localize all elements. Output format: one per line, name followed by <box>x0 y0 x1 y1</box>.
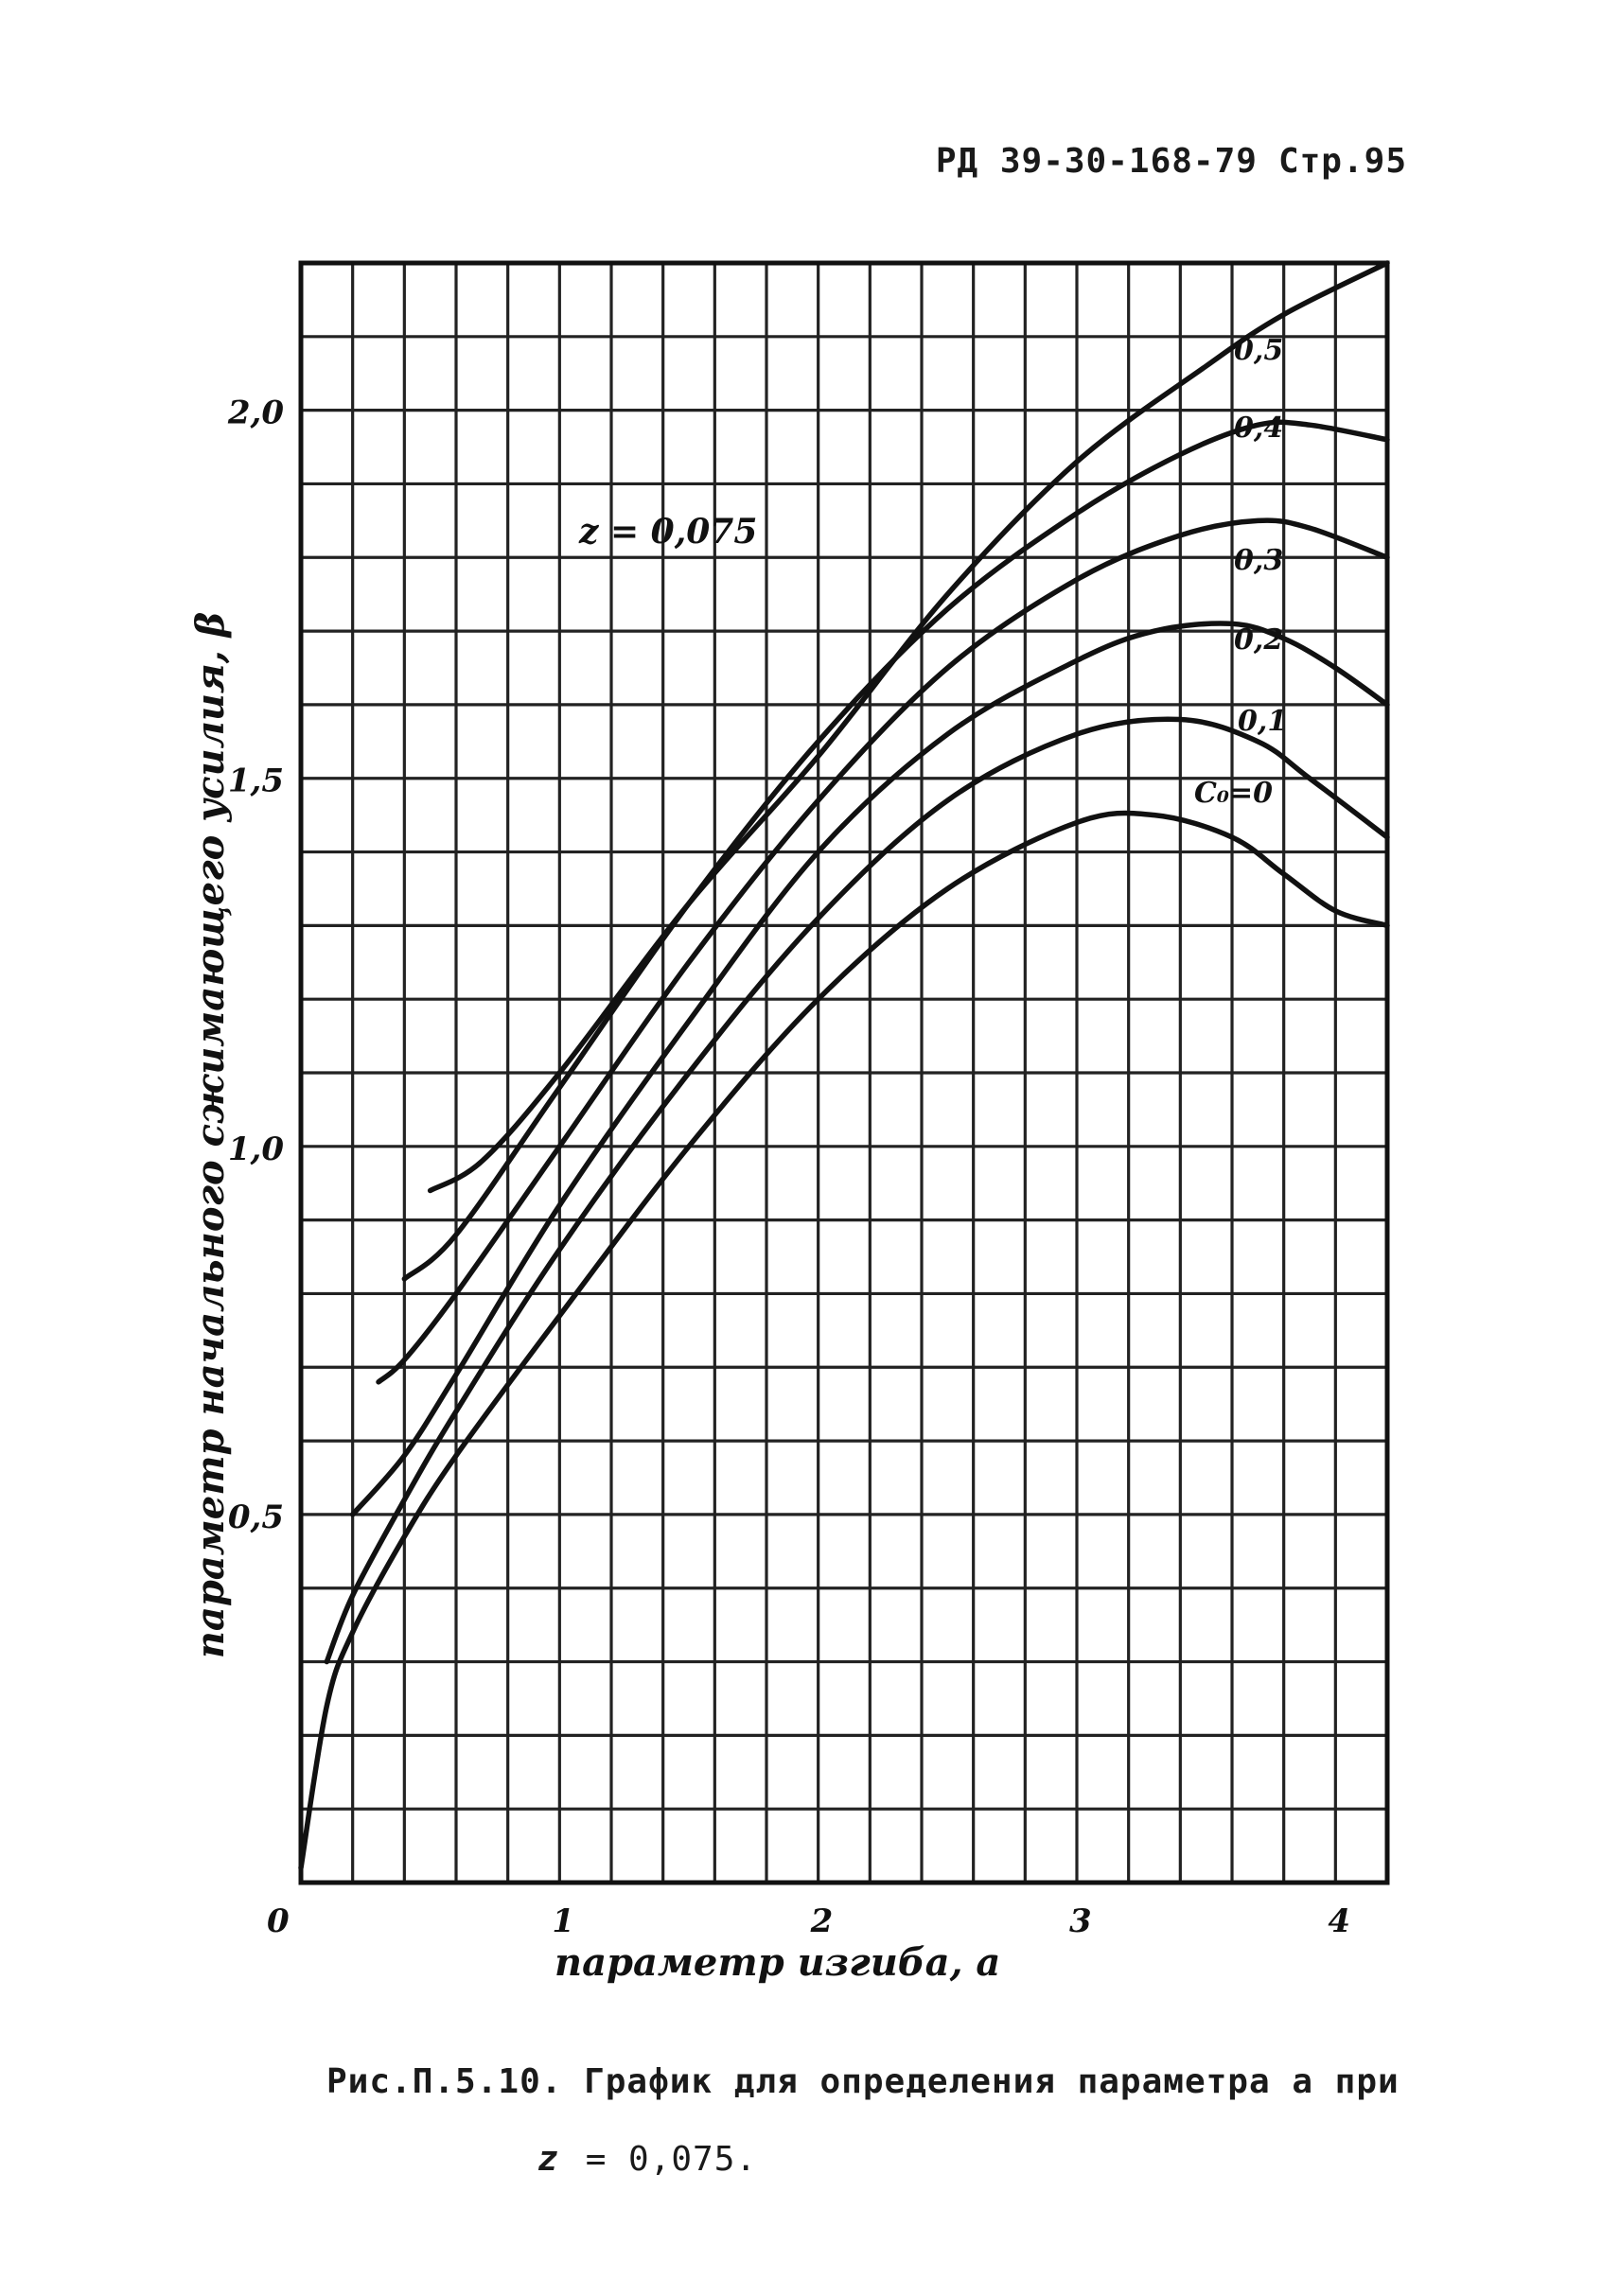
caption-value: = 0,075. <box>585 2140 758 2179</box>
chart-labels: 0 1 2 3 4 0,5 1,0 1,5 2,0 параметр изгиба, a парам… <box>188 334 1350 1985</box>
x-tick-label: 4 <box>1328 1902 1350 1940</box>
x-tick-label: 3 <box>1069 1902 1092 1940</box>
y-tick-label: 1,0 <box>228 1130 284 1168</box>
doc-code: РД 39-30-168-79 <box>935 142 1258 181</box>
y-tick-label: 1,5 <box>228 762 284 800</box>
series-line <box>427 260 1390 1194</box>
figure-caption: Рис.П.5.10. График для определения парам… <box>326 2062 1400 2101</box>
series-line <box>324 716 1390 1665</box>
plot-frame <box>298 260 1390 1885</box>
series-label: C₀=0 <box>1194 777 1273 810</box>
chart-series <box>298 260 1390 1871</box>
x-tick-label: 0 <box>267 1902 290 1940</box>
chart-grid <box>301 263 1387 1883</box>
page-header: РД 39-30-168-79 Стр.95 <box>936 142 1407 181</box>
series-label: 0,3 <box>1234 544 1283 577</box>
y-tick-label: 2,0 <box>227 394 284 432</box>
x-tick-label: 1 <box>552 1902 574 1940</box>
x-tick-label: 2 <box>810 1902 834 1940</box>
page-number: Стр.95 <box>1277 142 1407 181</box>
y-tick-label: 0,5 <box>228 1499 284 1536</box>
series-label: 0,4 <box>1234 412 1283 445</box>
caption-var: z <box>537 2140 559 2179</box>
figure-caption-line2: z = 0,075. <box>537 2140 757 2179</box>
chart-axes <box>298 260 1390 1885</box>
x-axis-label: параметр изгиба, a <box>555 1940 1000 1985</box>
y-axis-label: параметр начального сжимающего усилия, β <box>188 612 233 1658</box>
chart-annotation: z = 0,075 <box>578 512 757 552</box>
series-line <box>298 810 1390 1871</box>
series-label: 0,1 <box>1238 705 1287 738</box>
series-label: 0,2 <box>1234 623 1283 657</box>
series-label: 0,5 <box>1234 334 1283 367</box>
series-line <box>349 621 1390 1517</box>
series-line <box>376 517 1390 1385</box>
